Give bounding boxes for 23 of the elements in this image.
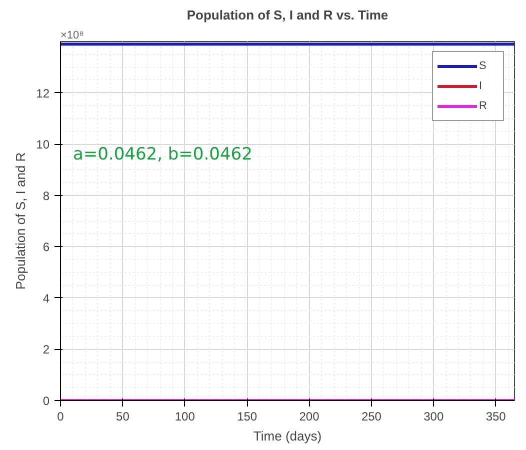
x-tick-label: 200: [299, 410, 320, 424]
legend-label: I: [479, 80, 484, 92]
legend-label: R: [479, 100, 488, 112]
x-tick-label: 350: [486, 410, 506, 424]
x-tick-label: 150: [237, 410, 258, 424]
x-tick-label: 250: [361, 410, 382, 424]
y-tick-label: 6: [42, 240, 50, 254]
y-axis-title: Population of S, I and R: [13, 152, 28, 290]
x-tick-label: 0: [57, 410, 64, 424]
y-tick-label: 0: [42, 394, 50, 408]
y-tick-label: 12: [36, 86, 50, 100]
x-tick-label: 50: [116, 410, 130, 424]
x-tick-label: 100: [174, 410, 196, 424]
y-tick-label: 4: [42, 291, 50, 306]
y-tick-label: 2: [42, 342, 50, 357]
legend-label: S: [479, 60, 488, 72]
chart-title: Population of S, I and R vs. Time: [186, 8, 388, 22]
annotation: a=0.0462, b=0.0462: [72, 144, 252, 165]
x-tick-label: 300: [424, 410, 444, 424]
annotation: ×10⁸: [60, 30, 84, 42]
y-tick-label: 8: [42, 188, 50, 203]
y-tick-label: 10: [36, 138, 50, 152]
x-axis-title: Time (days): [253, 428, 322, 444]
